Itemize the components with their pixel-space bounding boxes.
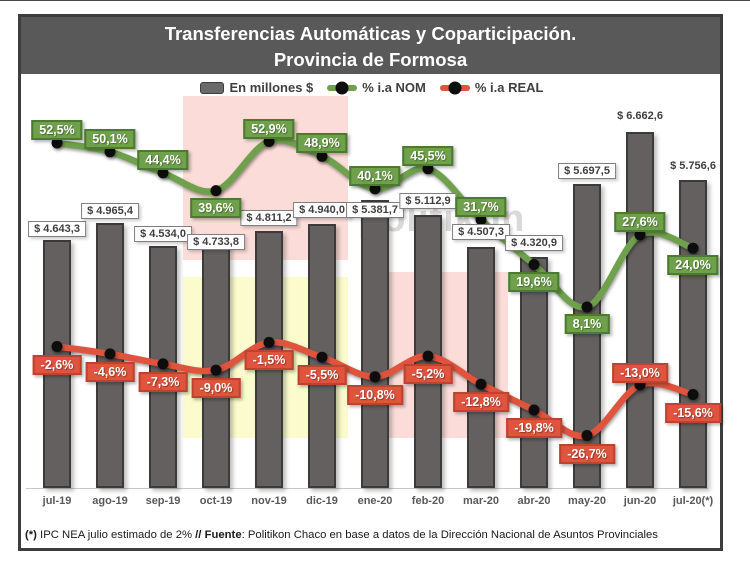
bar-jun-20: [626, 131, 654, 488]
x-axis-label-may-20: may-20: [568, 495, 606, 507]
legend-item-real: % i.a REAL: [439, 80, 544, 95]
real-label-feb-20: -5,2%: [403, 364, 453, 385]
bar-value-label-ago-19: $ 4.965,4: [81, 202, 139, 219]
legend-item-nom: % i.a NOM: [327, 80, 426, 95]
bar-value-label-may-20: $ 5.697,5: [558, 162, 616, 179]
legend-label-nom: % i.a NOM: [362, 80, 426, 95]
real-line-swatch-icon: [439, 81, 470, 94]
x-axis-label-abr-20: abr-20: [517, 495, 551, 507]
footnote: (*) IPC NEA julio estimado de 2% // Fuen…: [25, 529, 717, 541]
legend-label-bars: En millones $: [229, 80, 314, 95]
x-axis-line: [26, 488, 708, 489]
bar-value-label-ene-20: $ 5.381,7: [346, 202, 404, 219]
nom-label-oct-19: 39,6%: [190, 197, 242, 218]
bar-mar-20: [467, 247, 495, 488]
legend-item-bars: En millones $: [200, 80, 313, 95]
real-label-oct-19: -9,0%: [191, 378, 241, 399]
real-label-dic-19: -5,5%: [297, 365, 347, 386]
x-axis-label-mar-20: mar-20: [462, 495, 500, 507]
bar-ago-19: [96, 222, 124, 488]
bar-value-label-sep-19: $ 4.534,0: [134, 225, 192, 242]
bar-jul-20(*): [679, 180, 707, 488]
real-label-nov-19: -1,5%: [244, 350, 294, 371]
bar-value-label-abr-20: $ 4.320,9: [505, 235, 563, 252]
footnote-fuente-label: Fuente: [201, 529, 242, 541]
nom-label-abr-20: 19,6%: [508, 271, 560, 292]
real-label-jul-19: -2,6%: [32, 354, 82, 375]
real-label-jul-20(*): -15,6%: [665, 402, 721, 423]
footnote-asterisk: (*): [25, 529, 37, 541]
x-axis-label-ene-20: ene-20: [357, 495, 393, 507]
nom-label-mar-20: 31,7%: [455, 196, 507, 217]
footnote-text-2: : Politikon Chaco en base a datos de la …: [241, 529, 658, 541]
real-label-mar-20: -12,8%: [453, 392, 509, 413]
bar-value-label-mar-20: $ 4.507,3: [452, 224, 510, 241]
bar-value-label-jul-19: $ 4.643,3: [28, 220, 86, 237]
bar-value-label-dic-19: $ 4.940,0: [293, 202, 351, 219]
nom-marker-icon: [335, 81, 349, 94]
real-label-ago-19: -4,6%: [85, 361, 135, 382]
x-axis-label-jun-20: jun-20: [623, 495, 657, 507]
real-label-jun-20: -13,0%: [612, 362, 668, 383]
bar-value-label-jun-20: $ 6.662,6: [617, 109, 663, 122]
footnote-separator: //: [195, 529, 202, 541]
footnote-text-1: IPC NEA julio estimado de 2%: [36, 529, 196, 541]
real-label-abr-20: -19,8%: [506, 418, 562, 438]
bar-value-label-feb-20: $ 5.112,9: [399, 192, 457, 209]
bar-dic-19: [308, 224, 336, 488]
bar-abr-20: [520, 257, 548, 488]
x-axis-label-feb-20: feb-20: [411, 495, 445, 507]
nom-line-swatch-icon: [327, 81, 358, 94]
x-axis-label-ago-19: ago-19: [92, 495, 128, 507]
bar-ene-20: [361, 200, 389, 488]
real-label-sep-19: -7,3%: [138, 371, 188, 392]
legend-label-real: % i.a REAL: [474, 80, 544, 95]
nom-label-ene-20: 40,1%: [349, 165, 401, 186]
real-label-ene-20: -10,8%: [347, 384, 403, 405]
real-label-may-20: -26,7%: [559, 443, 615, 464]
x-axis-label-oct-19: oct-19: [199, 495, 233, 507]
bar-value-label-oct-19: $ 4.733,8: [187, 234, 245, 251]
chart-title: Transferencias Automáticas y Coparticipa…: [21, 17, 720, 74]
x-axis-label-sep-19: sep-19: [145, 495, 181, 507]
nom-label-feb-20: 45,5%: [402, 145, 454, 166]
nom-label-ago-19: 50,1%: [84, 128, 136, 149]
legend: En millones $ % i.a NOM % i.a REAL: [21, 80, 723, 95]
bar-feb-20: [414, 214, 442, 488]
nom-label-jul-20(*): 24,0%: [667, 255, 719, 276]
bar-may-20: [573, 183, 601, 488]
chart-title-line1: Transferencias Automáticas y Coparticipa…: [164, 23, 577, 44]
x-axis-label-dic-19: dic-19: [306, 495, 338, 507]
nom-label-may-20: 8,1%: [564, 314, 610, 334]
nom-label-jun-20: 27,6%: [614, 211, 666, 232]
nom-label-sep-19: 44,4%: [137, 149, 189, 170]
bar-swatch-icon: [200, 81, 225, 94]
x-axis-label-jul-20(*): jul-20(*): [672, 495, 714, 507]
bar-sep-19: [149, 245, 177, 488]
bar-value-label-nov-19: $ 4.811,2: [240, 209, 298, 226]
bar-oct-19: [202, 235, 230, 488]
nom-label-dic-19: 48,9%: [296, 133, 348, 154]
x-axis-label-nov-19: nov-19: [251, 495, 287, 507]
top-edge-artifact: [0, 0, 750, 1]
bar-value-label-jul-20(*): $ 5.756,6: [670, 160, 716, 173]
nom-label-jul-19: 52,5%: [31, 120, 83, 140]
chart-title-line2: Provincia de Formosa: [273, 49, 468, 70]
nom-label-nov-19: 52,9%: [243, 118, 295, 139]
real-marker-icon: [448, 81, 462, 94]
x-axis-label-jul-19: jul-19: [42, 495, 72, 507]
